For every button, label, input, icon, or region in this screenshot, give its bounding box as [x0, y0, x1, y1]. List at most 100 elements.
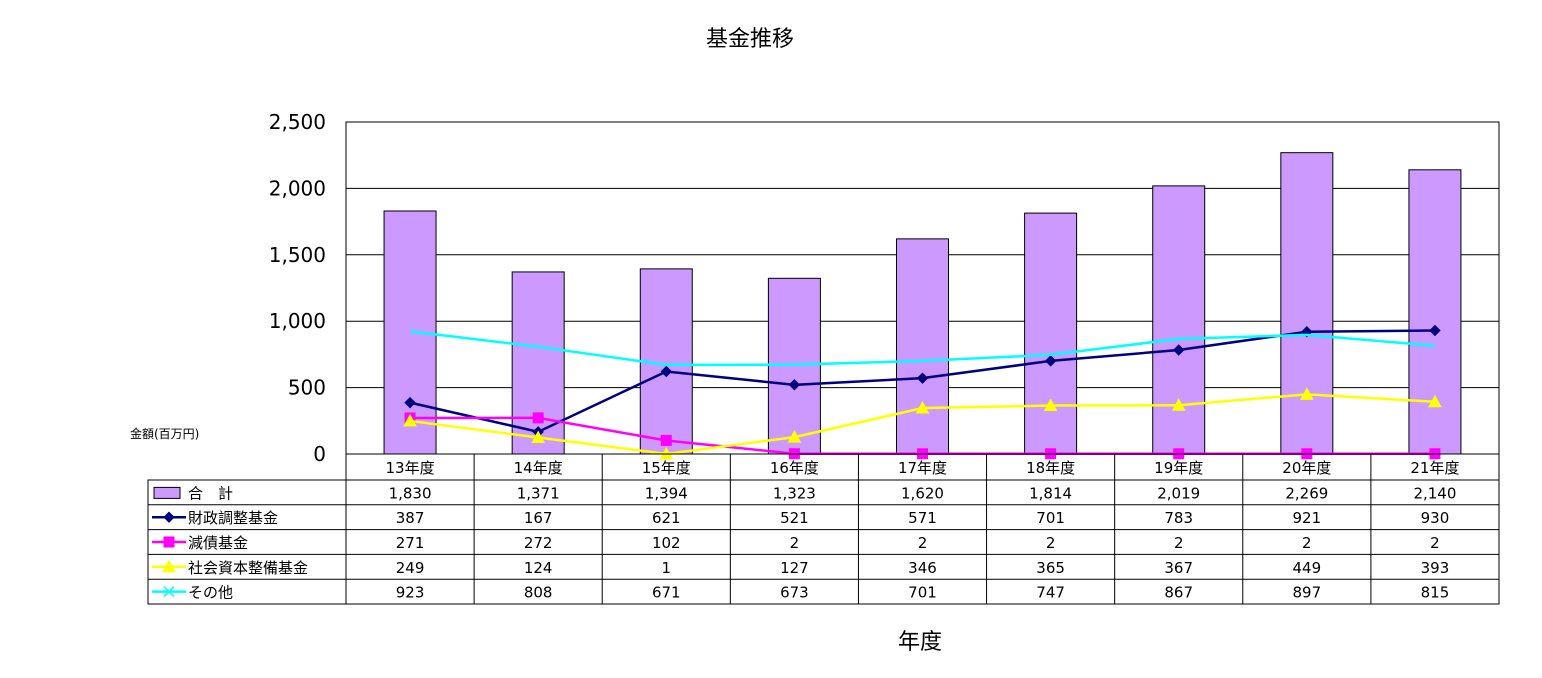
data-label: 867: [1164, 584, 1193, 602]
data-label: 521: [780, 509, 809, 527]
x-category-label: 17年度: [898, 459, 947, 477]
series-4-path: [409, 330, 1436, 367]
table-row: 合 計 1,830 1,371 1,394 1,323 1,620 1,814 2,019 2,…: [153, 484, 1456, 502]
series-1-point-3: [660, 365, 672, 378]
data-label: 2: [918, 534, 928, 552]
data-label: 2,019: [1157, 484, 1200, 502]
y-tick-label: 1,000: [269, 309, 326, 333]
series-1-point-7: [1173, 344, 1185, 356]
series-3-point-5: [915, 401, 930, 414]
series-3-point-1: [403, 413, 417, 427]
data-label: 271: [396, 534, 425, 552]
data-label: 2: [1302, 534, 1312, 552]
data-label: 249: [396, 559, 425, 577]
chart-title: 基金推移: [706, 27, 794, 52]
series-1-point-6: [1044, 355, 1057, 367]
data-label: 2,140: [1413, 484, 1456, 502]
series-3-point-8: [1299, 387, 1314, 400]
data-label: 897: [1293, 584, 1322, 602]
bar-4: [767, 277, 821, 455]
series-2-legend-marker: [163, 536, 175, 548]
y-axis-label: 金額(百万円): [130, 426, 199, 441]
data-label: 1,323: [773, 484, 816, 502]
table-row: その他 923 808 671 673 701 747 867 897 815: [152, 584, 1449, 602]
data-label: 1: [662, 559, 672, 577]
data-label: 808: [524, 584, 553, 602]
x-category-label: 13年度: [386, 459, 435, 477]
series-4-legend-marker: [163, 586, 175, 598]
data-label: 921: [1293, 509, 1322, 527]
data-label: 2,269: [1285, 484, 1328, 502]
y-tick-label: 2,000: [269, 176, 326, 200]
data-label: 815: [1421, 584, 1450, 602]
series-3-point-9: [1428, 394, 1442, 408]
x-category-label: 16年度: [770, 459, 819, 477]
table-row: 減債基金 271 272 102 2 2 2 2 2 2: [152, 534, 1440, 552]
x-category-label: 21年度: [1410, 459, 1459, 477]
series-3-point-4: [787, 430, 802, 443]
y-tick-label: 0: [313, 442, 326, 466]
y-tick-label: 2,500: [269, 110, 326, 134]
data-label: 1,371: [517, 484, 560, 502]
data-label: 930: [1421, 509, 1450, 527]
data-label: 621: [652, 509, 681, 527]
x-category-label: 14年度: [514, 459, 563, 477]
data-label: 923: [396, 584, 425, 602]
table-row: 財政調整基金 387 167 621 521 571 701 783 921 930: [152, 509, 1449, 527]
series-4-line: [409, 330, 1436, 367]
data-label: 367: [1164, 559, 1193, 577]
data-label: 783: [1164, 509, 1193, 527]
data-label: 701: [908, 584, 937, 602]
data-label: 365: [1036, 559, 1065, 577]
data-label: 2: [1174, 534, 1184, 552]
bar-5: [896, 238, 949, 455]
series-4-name: その他: [188, 584, 233, 602]
data-label: 2: [790, 534, 800, 552]
table-body: [147, 479, 1500, 605]
data-label: 102: [652, 534, 681, 552]
x-category-label: 18年度: [1026, 459, 1075, 477]
series-3-line: [403, 387, 1442, 460]
bar-8: [1280, 152, 1334, 455]
data-label: 167: [524, 509, 553, 527]
series-3-point-2: [531, 430, 546, 444]
x-axis-label: 年度: [898, 630, 942, 655]
series-1-point-9: [1429, 324, 1441, 337]
y-axis-ticks: 0 500 1,000 1,500 2,000 2,500: [269, 110, 326, 466]
data-label: 2: [1430, 534, 1440, 552]
series-3-point-3: [659, 446, 674, 460]
data-label: 127: [780, 559, 809, 577]
table-row: 社会資本整備基金 249 124 1 127 346 365 367 449 393: [152, 559, 1449, 577]
series-3-legend-marker: [162, 559, 176, 573]
data-label: 1,814: [1029, 484, 1072, 502]
data-label: 1,830: [389, 484, 432, 502]
data-label: 387: [396, 509, 425, 527]
data-label: 124: [524, 559, 553, 577]
data-label: 671: [652, 584, 681, 602]
data-label: 571: [908, 509, 937, 527]
data-label: 449: [1293, 559, 1322, 577]
x-category-label: 20年度: [1282, 459, 1331, 477]
series-1-point-4: [788, 379, 801, 391]
series-2-name: 減債基金: [188, 534, 248, 552]
bar-6: [1024, 212, 1078, 455]
data-label: 1,394: [645, 484, 688, 502]
series-0-legend-key: [153, 486, 181, 499]
y-tick-label: 500: [288, 376, 326, 400]
bar-7: [1152, 185, 1206, 455]
data-label: 393: [1421, 559, 1450, 577]
x-category-label: 15年度: [642, 459, 691, 477]
series-3-point-6: [1043, 398, 1058, 412]
data-label: 1,620: [901, 484, 944, 502]
series-3-name: 社会資本整備基金: [188, 559, 308, 577]
series-0-name: 合 計: [188, 484, 233, 502]
series-1-name: 財政調整基金: [188, 509, 278, 527]
series-2-point-3: [660, 434, 672, 446]
series-1-point-1: [404, 396, 416, 409]
series-1-legend-marker: [163, 511, 175, 523]
data-label: 673: [780, 584, 809, 602]
data-label: 346: [908, 559, 937, 577]
data-label: 2: [1046, 534, 1056, 552]
